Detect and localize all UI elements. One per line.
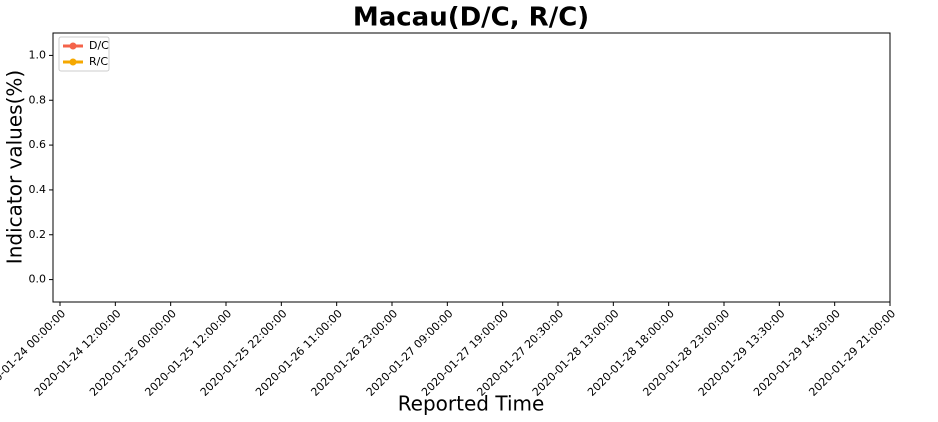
legend-label: R/C [89, 55, 108, 68]
y-tick-label: 0.2 [29, 228, 47, 241]
legend-label: D/C [89, 39, 109, 52]
legend-marker [69, 42, 77, 50]
x-axis-label: Reported Time [398, 392, 545, 416]
y-tick-label: 0.8 [29, 93, 47, 106]
x-tick-label: 2020-01-24 00:00:00 [0, 307, 68, 399]
y-tick-label: 0.0 [29, 273, 47, 286]
plot-frame [52, 32, 891, 303]
y-axis-label: Indicator values(%) [3, 70, 27, 264]
legend-marker [69, 58, 77, 66]
y-tick-label: 0.6 [29, 138, 47, 151]
y-tick-label: 1.0 [29, 48, 47, 61]
chart-title: Macau(D/C, R/C) [353, 3, 589, 33]
y-tick-label: 0.4 [29, 183, 47, 196]
